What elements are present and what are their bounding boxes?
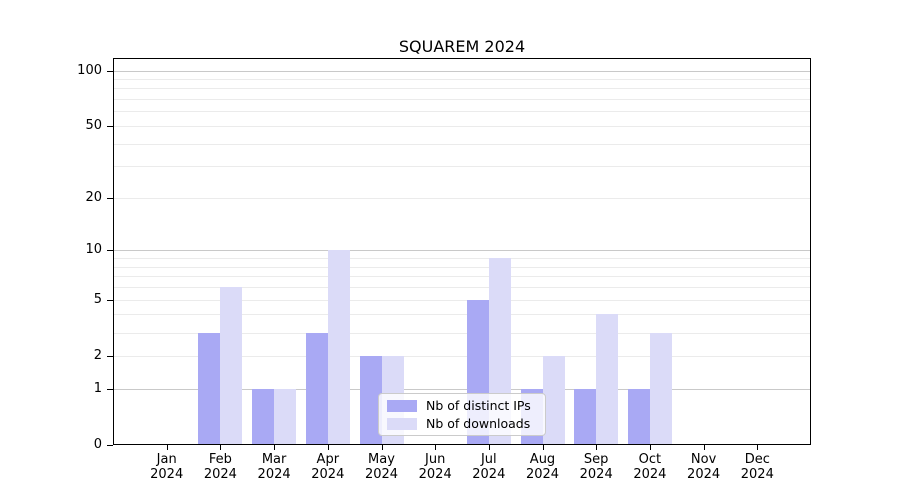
y-tick-mark xyxy=(107,70,113,72)
legend: Nb of distinct IPs Nb of downloads xyxy=(378,393,546,436)
x-tick-label: May 2024 xyxy=(364,452,399,482)
x-tick-label: Sep 2024 xyxy=(579,452,613,482)
legend-label-downloads: Nb of downloads xyxy=(426,415,531,431)
gridline-minor xyxy=(114,276,810,278)
x-tick-mark xyxy=(166,445,168,450)
bar-distinct-ips xyxy=(252,388,275,444)
x-tick-mark xyxy=(327,445,329,450)
gridline-minor xyxy=(114,258,810,260)
legend-item-distinct-ips: Nb of distinct IPs xyxy=(387,397,537,413)
x-tick-mark xyxy=(649,445,651,450)
legend-item-downloads: Nb of downloads xyxy=(387,415,537,431)
gridline-minor xyxy=(114,125,810,127)
bar-downloads xyxy=(596,314,619,444)
y-tick-label: 50 xyxy=(85,117,102,133)
gridline-minor xyxy=(114,166,810,168)
y-tick-label: 2 xyxy=(93,347,102,363)
gridline-minor xyxy=(114,88,810,90)
y-tick-label: 100 xyxy=(77,62,102,78)
bar-downloads xyxy=(542,355,565,444)
x-tick-label: Aug 2024 xyxy=(525,452,560,482)
x-tick-mark xyxy=(542,445,544,450)
y-tick-mark xyxy=(107,388,113,390)
x-tick-label: Apr 2024 xyxy=(311,452,345,482)
x-tick-label: Jul 2024 xyxy=(472,452,506,482)
gridline-minor xyxy=(114,287,810,289)
bar-downloads xyxy=(220,287,243,444)
y-tick-label: 10 xyxy=(85,242,102,258)
x-tick-mark xyxy=(220,445,222,450)
gridline-minor xyxy=(114,143,810,145)
x-tick-label: Dec 2024 xyxy=(740,452,774,482)
bar-distinct-ips xyxy=(305,332,328,444)
bar-downloads xyxy=(649,332,672,444)
y-tick-mark xyxy=(107,197,113,199)
y-tick-label: 20 xyxy=(85,189,102,205)
y-tick-label: 0 xyxy=(93,437,102,452)
bar-distinct-ips xyxy=(574,388,597,444)
x-tick-mark xyxy=(703,445,705,450)
bar-downloads xyxy=(327,250,350,444)
x-tick-mark xyxy=(488,445,490,450)
x-tick-mark xyxy=(435,445,437,450)
gridline-minor xyxy=(114,314,810,316)
x-tick-label: Jun 2024 xyxy=(418,452,452,482)
legend-swatch-distinct-ips xyxy=(387,399,417,412)
legend-label-distinct-ips: Nb of distinct IPs xyxy=(426,397,531,413)
bar-distinct-ips xyxy=(359,355,382,444)
y-tick-mark xyxy=(107,250,113,252)
x-tick-mark xyxy=(274,445,276,450)
x-tick-mark xyxy=(596,445,598,450)
gridline-minor xyxy=(114,266,810,268)
gridline-minor xyxy=(114,299,810,301)
legend-swatch-downloads xyxy=(387,417,417,430)
gridline-minor xyxy=(114,99,810,101)
gridline-major xyxy=(114,388,810,390)
gridline-major xyxy=(114,70,810,72)
x-tick-label: Jan 2024 xyxy=(150,452,184,482)
x-tick-label: Nov 2024 xyxy=(687,452,721,482)
y-tick-mark xyxy=(107,299,113,301)
gridline-minor xyxy=(114,332,810,334)
y-tick-mark xyxy=(107,355,113,357)
x-tick-mark xyxy=(381,445,383,450)
x-tick-mark xyxy=(757,445,759,450)
bar-distinct-ips xyxy=(627,388,650,444)
bar-distinct-ips xyxy=(198,332,221,444)
y-tick-mark xyxy=(107,125,113,127)
y-tick-label: 5 xyxy=(93,291,102,307)
x-tick-label: Oct 2024 xyxy=(633,452,667,482)
x-tick-label: Feb 2024 xyxy=(203,452,237,482)
y-tick-label: 1 xyxy=(93,380,102,396)
bar-downloads xyxy=(274,388,297,444)
gridline-major xyxy=(114,250,810,252)
y-tick-mark xyxy=(107,445,113,446)
gridline-minor xyxy=(114,79,810,80)
gridline-minor xyxy=(114,111,810,113)
gridline-minor xyxy=(114,197,810,199)
chart-title: SQUAREM 2024 xyxy=(398,37,526,56)
x-tick-label: Mar 2024 xyxy=(257,452,291,482)
gridline-minor xyxy=(114,355,810,357)
